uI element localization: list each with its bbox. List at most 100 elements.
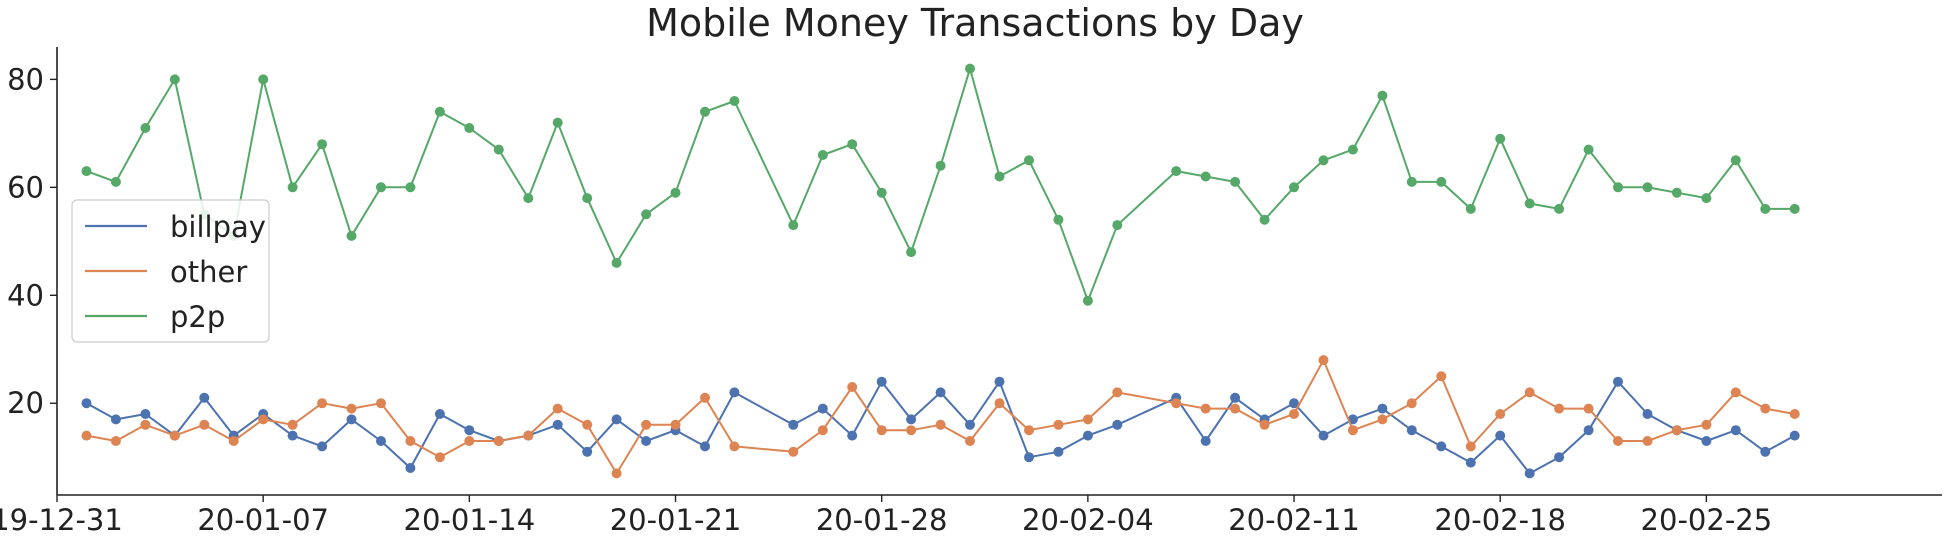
data-point-other: [1053, 419, 1064, 430]
x-tick-label: 20-02-18: [1434, 503, 1566, 537]
data-point-billpay: [1436, 441, 1447, 452]
data-point-billpay: [1554, 452, 1565, 463]
data-point-other: [1171, 398, 1182, 409]
data-point-other: [523, 430, 534, 441]
series-other: [81, 355, 1800, 479]
data-point-other: [287, 419, 298, 430]
data-point-p2p: [847, 139, 858, 150]
data-point-p2p: [729, 96, 740, 106]
data-point-other: [817, 425, 828, 436]
data-point-p2p: [1671, 187, 1682, 198]
data-point-other: [670, 419, 681, 430]
data-point-p2p: [258, 74, 269, 85]
legend-item-other: other: [85, 255, 247, 289]
data-point-billpay: [1495, 430, 1506, 441]
data-point-p2p: [1259, 214, 1270, 225]
data-point-billpay: [552, 419, 563, 430]
data-point-p2p: [405, 182, 416, 193]
data-point-other: [788, 446, 799, 457]
data-point-p2p: [700, 106, 710, 117]
legend-label-billpay: billpay: [170, 210, 266, 244]
data-point-other: [1289, 409, 1299, 419]
data-point-billpay: [817, 403, 828, 414]
data-point-other: [140, 419, 151, 430]
data-point-p2p: [1230, 176, 1241, 187]
data-point-billpay: [317, 441, 328, 452]
data-point-p2p: [81, 166, 92, 177]
data-point-other: [346, 403, 357, 414]
data-point-p2p: [1495, 133, 1506, 144]
data-point-other: [582, 419, 593, 430]
data-point-p2p: [287, 182, 298, 193]
data-point-p2p: [434, 106, 445, 117]
data-point-p2p: [1082, 295, 1093, 306]
series-layer: [81, 63, 1800, 479]
data-point-billpay: [81, 398, 92, 409]
data-point-billpay: [1760, 446, 1771, 457]
data-point-other: [258, 414, 269, 425]
data-point-p2p: [1347, 144, 1358, 155]
x-tick-label: 19-12-31: [0, 503, 123, 537]
data-point-other: [1259, 419, 1270, 430]
data-point-billpay: [346, 414, 357, 425]
legend-item-billpay: billpay: [85, 210, 266, 244]
data-point-billpay: [1318, 430, 1329, 441]
data-point-p2p: [641, 209, 652, 220]
data-point-p2p: [1436, 176, 1447, 187]
data-point-other: [1436, 371, 1447, 382]
data-point-p2p: [552, 117, 563, 128]
data-point-billpay: [582, 446, 593, 457]
data-point-p2p: [317, 139, 328, 150]
data-point-billpay: [1289, 398, 1299, 409]
data-point-p2p: [376, 182, 386, 193]
data-point-other: [906, 425, 917, 436]
data-point-p2p: [1377, 90, 1388, 101]
data-point-p2p: [493, 144, 504, 155]
data-point-other: [169, 430, 180, 441]
data-point-p2p: [611, 257, 622, 268]
data-point-billpay: [1701, 436, 1712, 446]
data-point-p2p: [670, 187, 681, 198]
data-point-billpay: [1642, 409, 1653, 419]
data-point-billpay: [847, 430, 858, 441]
data-point-billpay: [935, 387, 946, 398]
data-point-other: [1613, 436, 1623, 446]
data-point-billpay: [994, 376, 1005, 387]
data-point-p2p: [817, 150, 828, 160]
data-point-billpay: [1406, 425, 1417, 436]
data-point-other: [1701, 419, 1712, 430]
data-point-p2p: [346, 230, 357, 241]
data-point-other: [1495, 409, 1506, 419]
data-point-p2p: [464, 123, 475, 133]
data-point-billpay: [876, 376, 887, 387]
data-point-other: [1082, 414, 1093, 425]
data-point-other: [110, 436, 121, 446]
data-point-p2p: [1406, 176, 1417, 187]
data-point-billpay: [376, 436, 386, 446]
legend-label-other: other: [170, 255, 247, 289]
data-point-p2p: [906, 247, 917, 258]
data-point-other: [1406, 398, 1417, 409]
data-point-p2p: [1318, 155, 1329, 166]
data-point-billpay: [1112, 419, 1123, 430]
y-tick-label: 60: [7, 170, 44, 204]
legend-label-p2p: p2p: [170, 300, 225, 334]
data-point-p2p: [1112, 220, 1123, 231]
data-point-p2p: [1642, 182, 1653, 193]
data-point-billpay: [1730, 425, 1741, 436]
data-point-other: [641, 419, 652, 430]
data-point-billpay: [641, 436, 652, 446]
data-point-billpay: [287, 430, 298, 441]
data-point-billpay: [611, 414, 622, 425]
data-point-other: [1347, 425, 1358, 436]
x-tick-label: 20-01-21: [610, 503, 742, 537]
data-point-other: [1318, 355, 1329, 366]
data-point-other: [1377, 414, 1388, 425]
data-point-billpay: [140, 409, 151, 419]
data-point-billpay: [464, 425, 475, 436]
data-point-billpay: [700, 441, 710, 452]
series-p2p: [81, 63, 1800, 306]
data-point-p2p: [110, 176, 121, 187]
data-point-p2p: [1171, 166, 1182, 177]
